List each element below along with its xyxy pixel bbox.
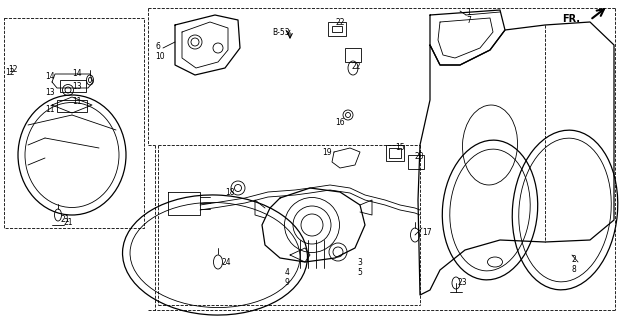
Text: 16: 16 <box>335 118 345 127</box>
Text: 2: 2 <box>572 255 577 264</box>
Text: 22: 22 <box>352 62 361 71</box>
Text: 10: 10 <box>155 52 164 61</box>
Bar <box>389 148 401 158</box>
Bar <box>332 26 342 32</box>
Bar <box>345 48 361 62</box>
Text: 19: 19 <box>322 148 331 157</box>
Text: 13: 13 <box>72 82 82 91</box>
Text: 1: 1 <box>466 8 471 17</box>
Text: 8: 8 <box>572 265 577 274</box>
Text: 17: 17 <box>422 228 432 237</box>
Bar <box>328 22 346 36</box>
Text: 14: 14 <box>45 72 55 81</box>
Text: 22: 22 <box>336 18 346 27</box>
Bar <box>57 100 87 112</box>
Text: 23: 23 <box>458 278 468 287</box>
Text: 7: 7 <box>466 16 471 25</box>
Text: 9: 9 <box>285 278 290 287</box>
Text: 15: 15 <box>395 143 404 152</box>
Text: 12: 12 <box>5 68 14 77</box>
Text: 5: 5 <box>357 268 362 277</box>
Text: 20: 20 <box>415 152 425 161</box>
Bar <box>4 18 144 228</box>
Text: 24: 24 <box>222 258 232 267</box>
Text: 3: 3 <box>357 258 362 267</box>
Bar <box>386 145 404 161</box>
Text: 14: 14 <box>72 69 82 78</box>
Text: 11: 11 <box>45 105 54 114</box>
Bar <box>408 155 424 169</box>
Text: 4: 4 <box>285 268 290 277</box>
Text: 21: 21 <box>60 215 70 224</box>
Text: 11: 11 <box>72 97 82 106</box>
Text: 12: 12 <box>8 65 17 74</box>
Text: B-53: B-53 <box>272 28 290 37</box>
Text: 6: 6 <box>155 42 160 51</box>
Text: 18: 18 <box>225 188 234 197</box>
Text: 21: 21 <box>63 218 72 227</box>
Bar <box>60 80 86 92</box>
Text: 13: 13 <box>45 88 55 97</box>
Text: FR.: FR. <box>562 14 580 24</box>
